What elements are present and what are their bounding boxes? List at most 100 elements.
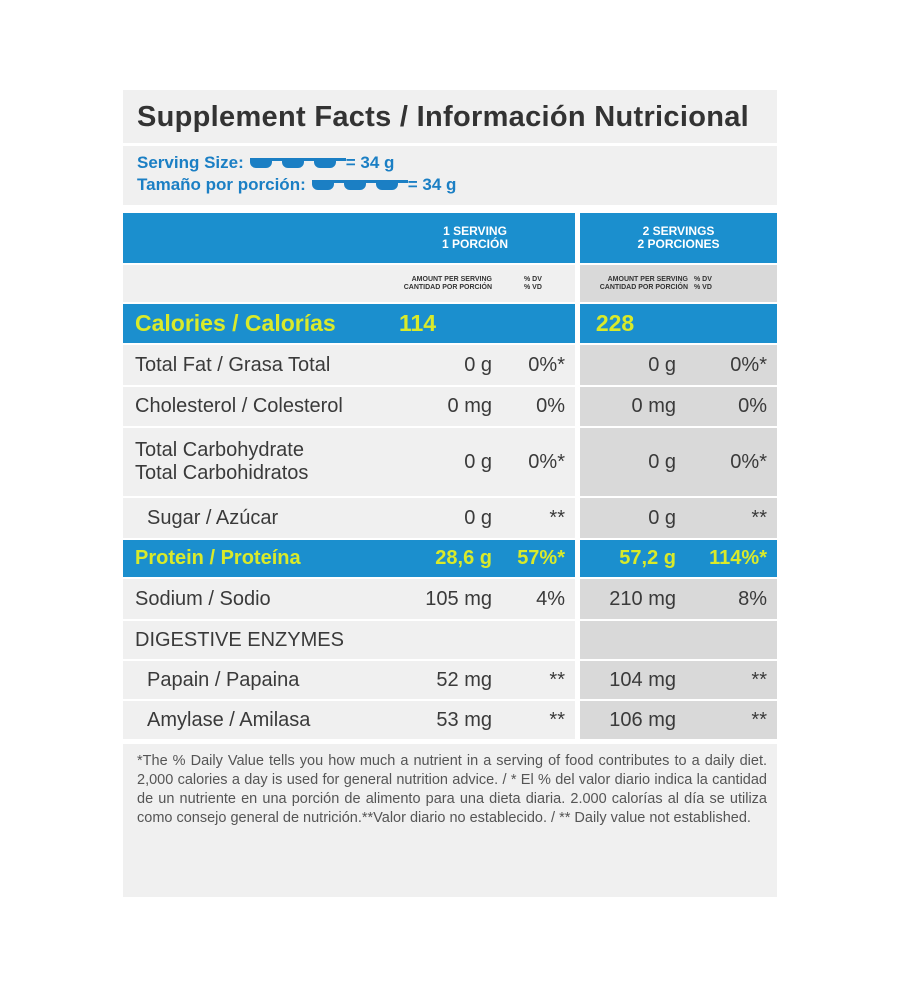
nutrient-row: Protein / Proteína 28,6 g 57%* 57,2 g 114%* <box>123 540 777 577</box>
amount-2: 0 g <box>648 450 676 473</box>
dv-1: 0% <box>536 395 565 417</box>
value-cell: 0%* <box>690 345 777 385</box>
nutrient-row: Sugar / Azúcar 0 g ** 0 g ** <box>123 498 777 538</box>
col-heading: 1 SERVING <box>443 224 507 238</box>
row-label: Sugar / Azúcar <box>147 506 279 529</box>
sub-heading: CANTIDAD POR PORCIÓN <box>403 283 492 291</box>
column-gap <box>575 701 580 739</box>
amount-1: 0 g <box>464 353 492 376</box>
value-cell: ** <box>690 661 777 699</box>
sub-header: AMOUNT PER SERVING CANTIDAD POR PORCIÓN %… <box>123 265 777 302</box>
nutrient-rows: Calories / Calorías 114 228 Total Fat / Gra… <box>123 304 777 739</box>
row-label: Amylase / Amilasa <box>147 708 311 731</box>
value-cell <box>690 304 777 343</box>
nutrient-row: Sodium / Sodio 105 mg 4% 210 mg 8% <box>123 579 777 619</box>
dv-1: ** <box>549 708 565 731</box>
column-gap <box>575 579 580 619</box>
row-label: Calories / Calorías <box>135 310 336 336</box>
value-cell: 104 mg <box>580 661 690 699</box>
row-label: Total Fat / Grasa Total <box>135 353 331 376</box>
value-cell: 114 <box>375 304 500 343</box>
label-cell: Papain / Papaina <box>123 661 375 699</box>
value-cell <box>375 621 500 659</box>
row-label: Total Carbohidratos <box>135 462 309 484</box>
sub-heading: AMOUNT PER SERVING <box>411 275 492 283</box>
row-label: Papain / Papaina <box>147 668 300 691</box>
sub-heading: % DV <box>524 275 542 283</box>
row-label: Cholesterol / Colesterol <box>135 395 343 417</box>
column-gap <box>575 345 580 385</box>
amount-1: 0 g <box>464 506 492 529</box>
value-cell: 0 g <box>580 428 690 496</box>
sub-heading: % VD <box>524 283 542 291</box>
value-cell <box>500 621 575 659</box>
label-cell: Total Fat / Grasa Total <box>123 345 375 385</box>
nutrient-row: DIGESTIVE ENZYMES <box>123 621 777 659</box>
serving-info: Serving Size: = 34 g Tamaño por porción: =… <box>123 146 777 205</box>
amount-2: 0 mg <box>631 395 676 417</box>
dv-2: ** <box>751 668 767 691</box>
dv-2: ** <box>751 708 767 731</box>
column-gap <box>575 498 580 538</box>
label-cell: Total Carbohydrate Total Carbohidratos <box>123 428 375 496</box>
column-gap <box>575 304 580 343</box>
amount-2: 0 g <box>648 506 676 529</box>
value-cell: 0 g <box>375 345 500 385</box>
amount-2: 0 g <box>648 353 676 376</box>
label-cell: Cholesterol / Colesterol <box>123 387 375 426</box>
value-cell: 228 <box>580 304 690 343</box>
dv-1: 0%* <box>528 450 565 473</box>
column-gap <box>575 428 580 496</box>
label-cell: Protein / Proteína <box>123 540 375 577</box>
nutrient-row: Amylase / Amilasa 53 mg ** 106 mg ** <box>123 701 777 739</box>
value-cell: 0 g <box>375 428 500 496</box>
value-cell: ** <box>690 498 777 538</box>
portion-label: Tamaño por porción: <box>137 175 306 194</box>
serving-size-value: = 34 g <box>345 153 395 172</box>
column-gap <box>575 387 580 426</box>
dv-1: 57%* <box>517 547 565 569</box>
label-cell: Amylase / Amilasa <box>123 701 375 739</box>
label-cell: Sodium / Sodio <box>123 579 375 619</box>
row-label: Protein / Proteína <box>135 547 301 569</box>
value-cell <box>580 621 690 659</box>
dv-1: ** <box>549 506 565 529</box>
value-cell: 4% <box>500 579 575 619</box>
col-heading: 1 PORCIÓN <box>441 237 508 251</box>
amount-1: 0 mg <box>447 395 492 417</box>
row-label: DIGESTIVE ENZYMES <box>135 628 344 651</box>
nutrient-row: Calories / Calorías 114 228 <box>123 304 777 343</box>
value-cell: 0 mg <box>580 387 690 426</box>
col-heading: 2 SERVINGS <box>642 224 715 238</box>
amount-2: 104 mg <box>609 668 676 691</box>
nutrient-row: Papain / Papaina 52 mg ** 104 mg ** <box>123 661 777 699</box>
value-cell: 0% <box>690 387 777 426</box>
column-gap <box>575 540 580 577</box>
row-label: Total Carbohydrate <box>135 439 304 461</box>
value-cell: 57%* <box>500 540 575 577</box>
dv-2: 0% <box>738 395 767 417</box>
value-cell: 0 g <box>580 345 690 385</box>
dv-2: ** <box>751 506 767 529</box>
sub-heading: CANTIDAD POR PORCIÓN <box>599 283 688 291</box>
label-cell: Sugar / Azúcar <box>123 498 375 538</box>
value-cell: 210 mg <box>580 579 690 619</box>
amount-1: 114 <box>398 310 437 336</box>
value-cell: ** <box>500 661 575 699</box>
dv-1: ** <box>549 668 565 691</box>
value-cell: 0%* <box>690 428 777 496</box>
footnote: *The % Daily Value tells you how much a … <box>123 744 777 897</box>
amount-2: 228 <box>595 310 635 336</box>
nutrient-row: Total Carbohydrate Total Carbohidratos 0 g… <box>123 428 777 496</box>
value-cell: 57,2 g <box>580 540 690 577</box>
amount-2: 210 mg <box>609 587 676 610</box>
value-cell: 106 mg <box>580 701 690 739</box>
dv-1: 4% <box>536 587 565 610</box>
amount-1: 28,6 g <box>435 547 492 569</box>
value-cell: 105 mg <box>375 579 500 619</box>
value-cell: ** <box>690 701 777 739</box>
value-cell: 8% <box>690 579 777 619</box>
value-cell: 0 g <box>580 498 690 538</box>
dv-2: 8% <box>738 587 767 610</box>
